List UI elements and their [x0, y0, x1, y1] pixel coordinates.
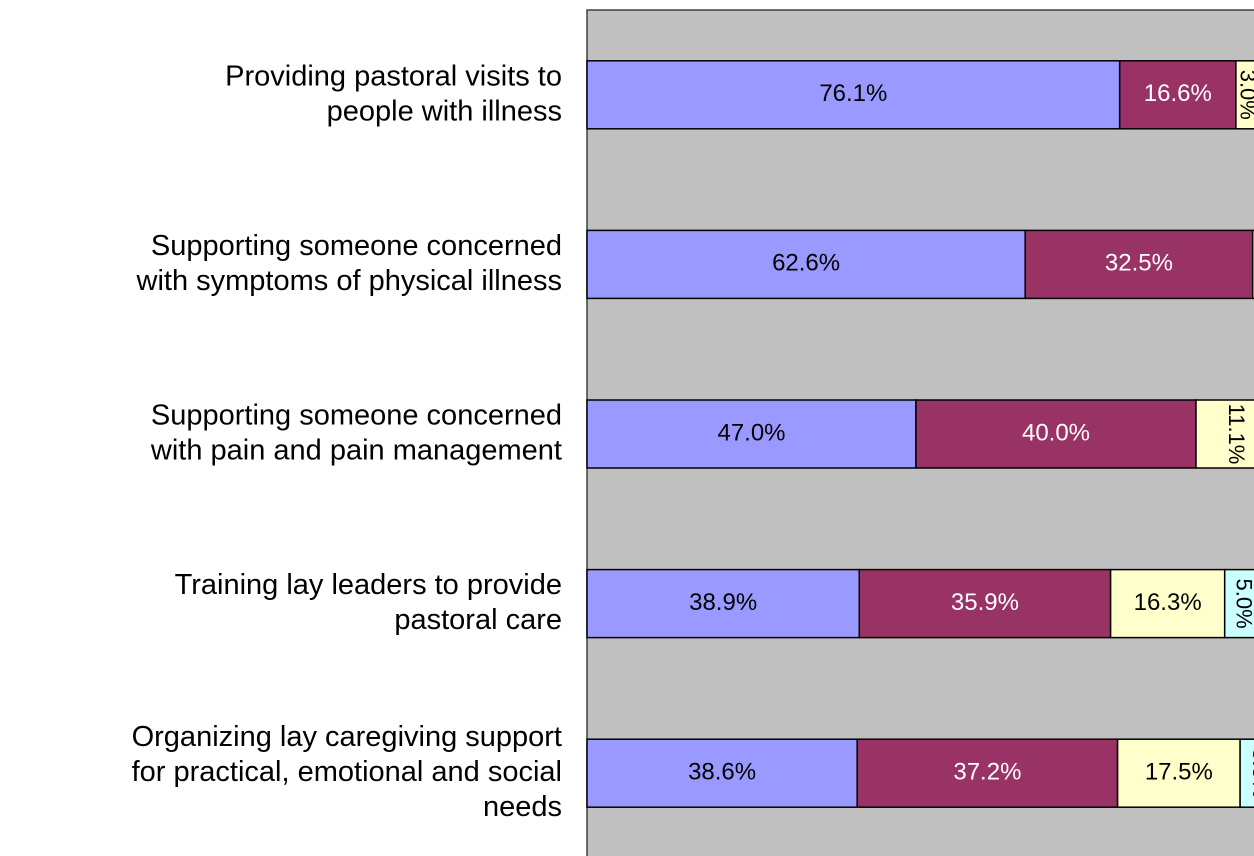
category-label: Providing pastoral visits to people with … [225, 60, 562, 127]
bar-segment [586, 738, 858, 808]
bar-segment [586, 399, 917, 469]
value-label: 5.3% [1248, 748, 1254, 798]
value-label: 62.6% [772, 250, 840, 277]
value-label: 38.9% [689, 589, 757, 616]
bar-segment [1251, 229, 1254, 300]
bar-segment [586, 568, 861, 639]
category-label: Organizing lay caregiving support for pra… [132, 721, 562, 823]
value-label: 40.0% [1022, 419, 1090, 446]
bar-segment [915, 399, 1197, 469]
value-label: 3.0% [1236, 70, 1254, 120]
value-label: 37.2% [953, 759, 1021, 786]
value-label: 47.0% [717, 419, 785, 446]
bar-segment [1235, 60, 1254, 130]
category-label: Training lay leaders to provide pastoral … [175, 569, 562, 636]
category-label: Supporting someone concerned with symptom… [136, 230, 562, 297]
bar-segment [1109, 568, 1226, 639]
value-label: 17.5% [1145, 759, 1213, 786]
value-label: 32.5% [1105, 250, 1173, 277]
value-label: 38.6% [688, 759, 756, 786]
value-label: 76.1% [819, 80, 887, 107]
bar-segment [1118, 60, 1237, 130]
bar-segment [1195, 399, 1254, 469]
bar-segment [856, 738, 1119, 808]
value-label: 5.0% [1231, 579, 1254, 629]
value-label: 35.9% [951, 589, 1019, 616]
bar-segment [1116, 738, 1241, 808]
bar-segment [1239, 738, 1254, 808]
bar-segment [1223, 568, 1254, 639]
bar-segment [586, 229, 1026, 300]
value-label: 11.1% [1224, 404, 1249, 465]
value-label: 16.3% [1134, 589, 1202, 616]
category-label: Supporting someone concerned with pain an… [150, 399, 562, 466]
value-label: 16.6% [1144, 80, 1212, 107]
bar-segment [586, 60, 1121, 130]
